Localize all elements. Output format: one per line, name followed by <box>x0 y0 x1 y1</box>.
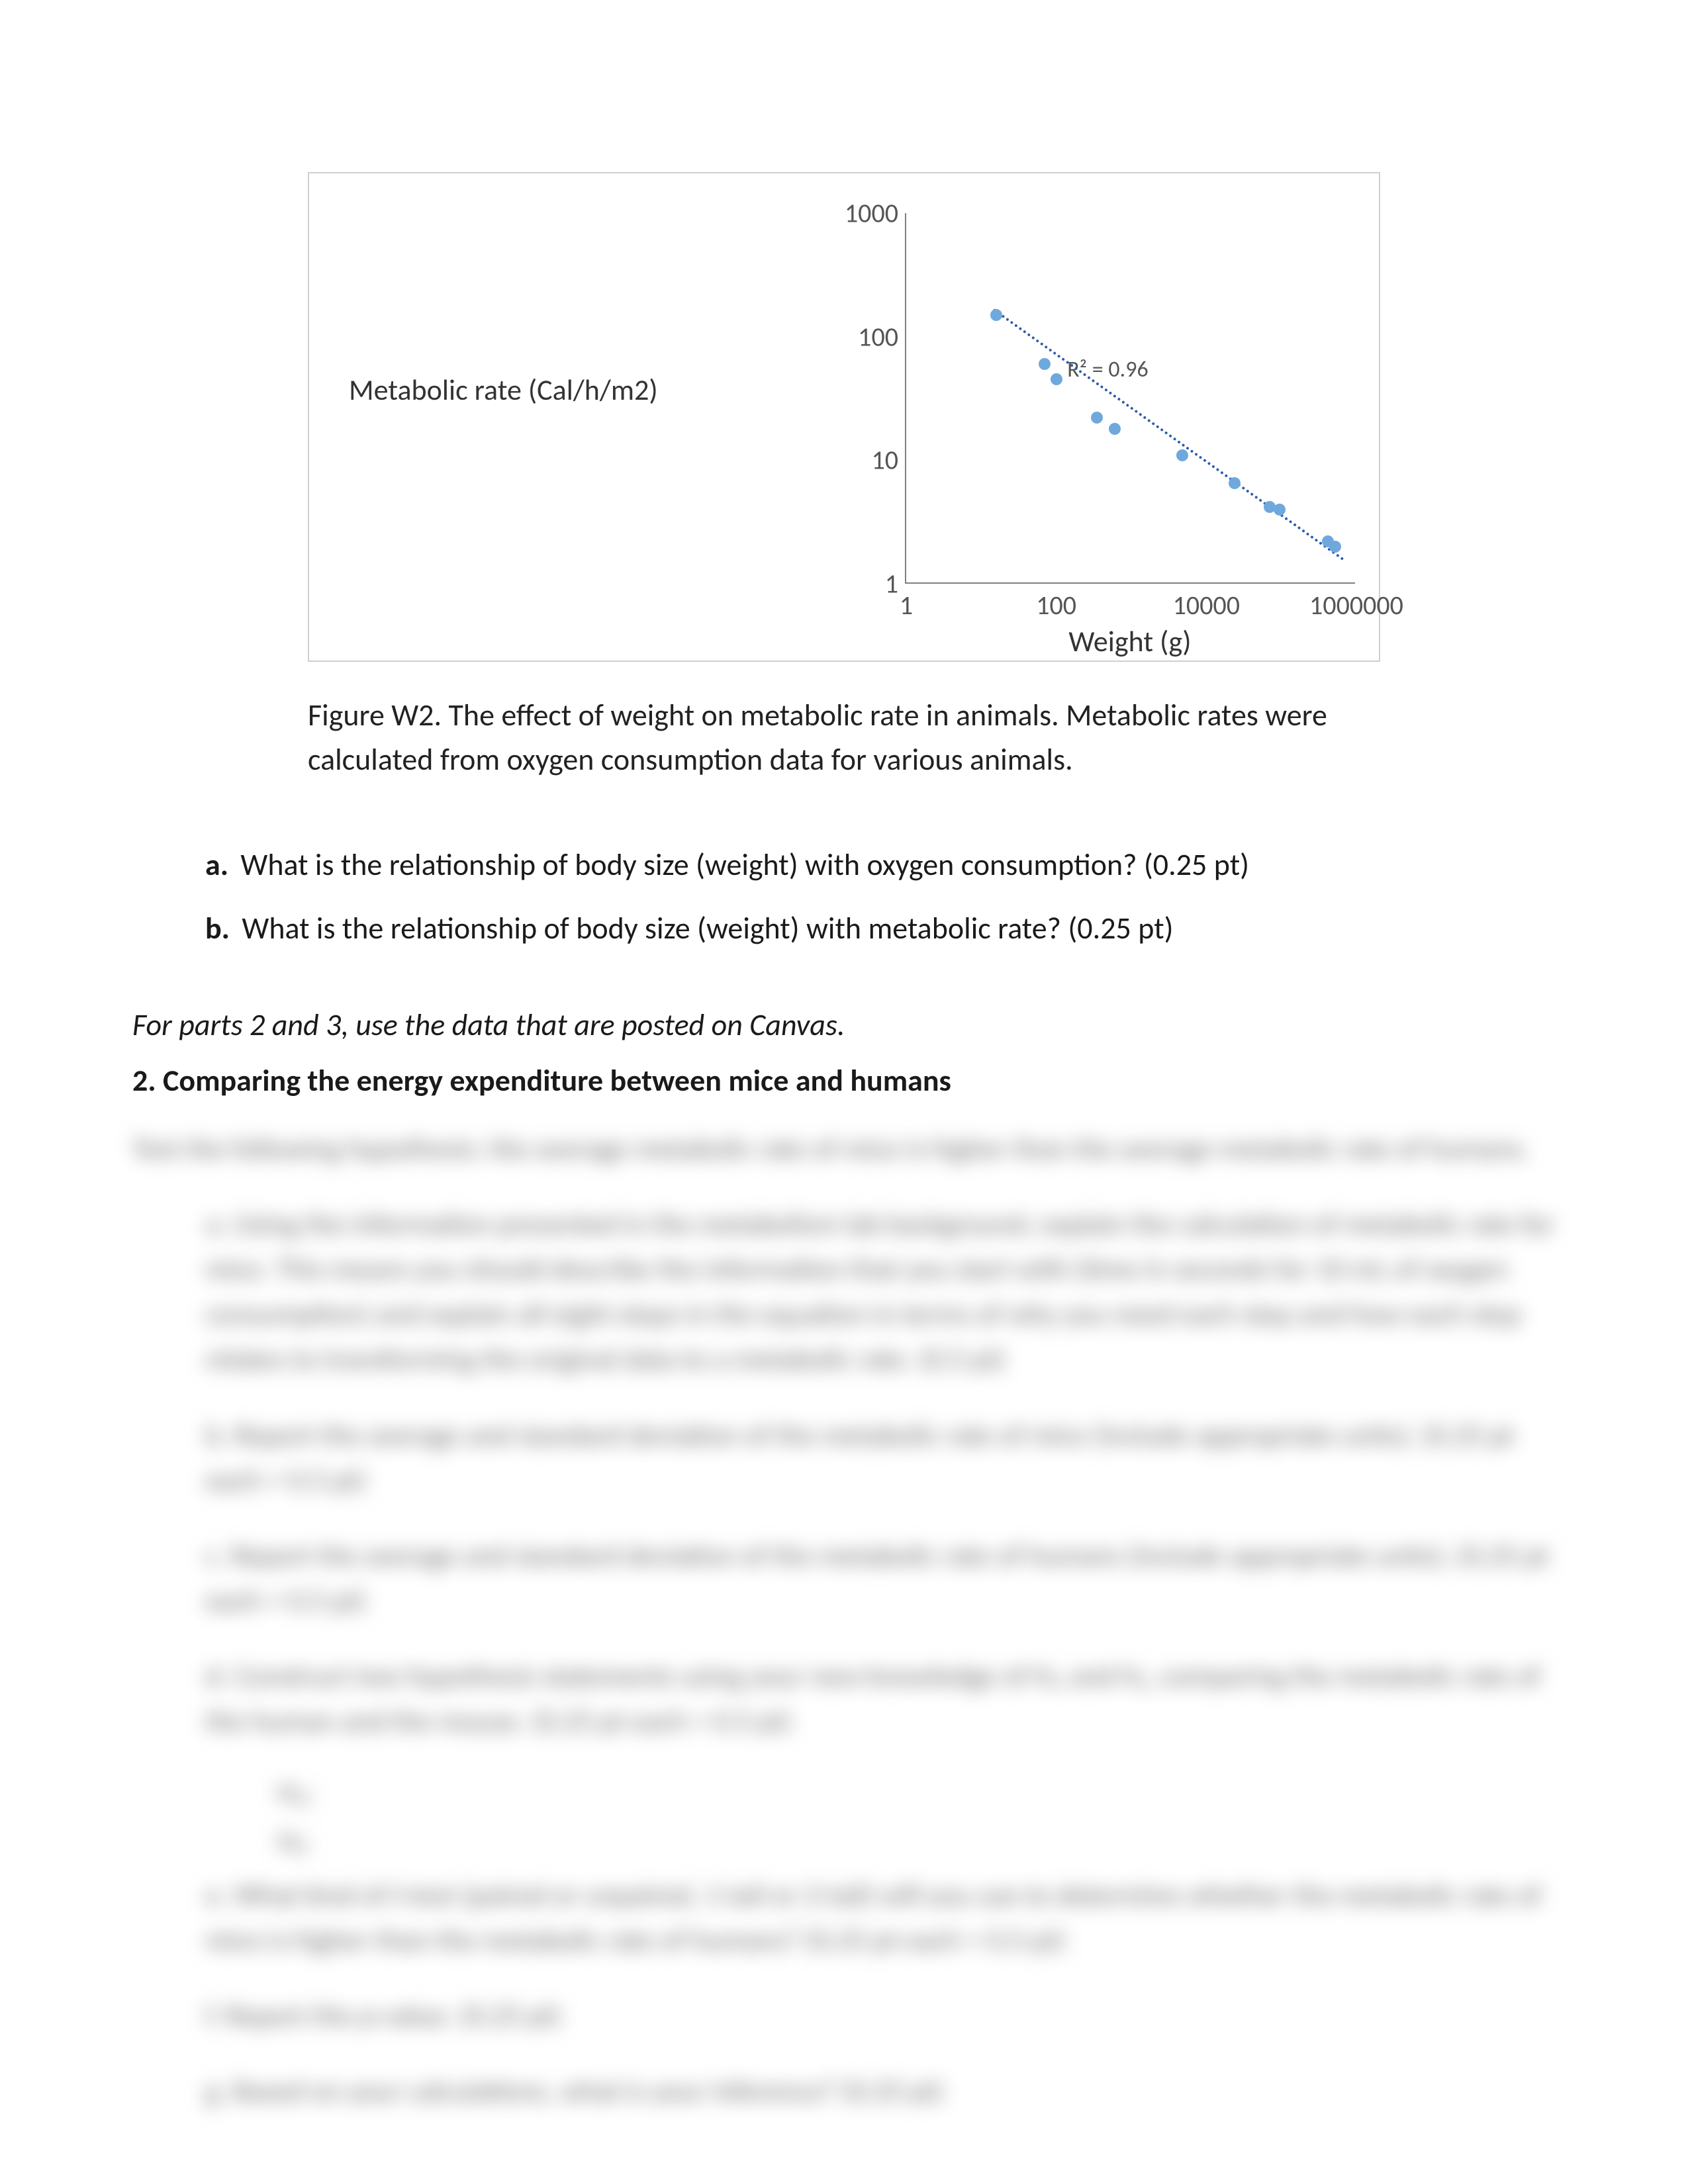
data-point <box>990 309 1002 321</box>
blur-h0: H₀: <box>278 1774 1556 1810</box>
question-a-label: a. <box>205 846 228 884</box>
y-tick: 10 <box>871 444 906 477</box>
data-point <box>1039 358 1051 370</box>
blur-h1: H₁: <box>278 1823 1556 1859</box>
question-b-text: What is the relationship of body size (w… <box>242 910 1173 947</box>
data-point <box>1051 373 1062 385</box>
chart-container: Metabolic rate (Cal/h/m2) R² = 0.96 1101… <box>308 172 1380 662</box>
question-b: b. What is the relationship of body size… <box>205 905 1556 954</box>
blur-part-c: c. Report the average and standard devia… <box>205 1533 1556 1623</box>
section-2-title: 2. Comparing the energy expenditure betw… <box>132 1062 1556 1099</box>
data-point <box>1274 504 1286 516</box>
data-point <box>1329 541 1341 553</box>
x-tick: 10000 <box>1173 582 1240 621</box>
data-point <box>1091 412 1103 424</box>
canvas-note: For parts 2 and 3, use the data that are… <box>132 1007 1556 1044</box>
data-point <box>1176 449 1188 461</box>
figure-caption: Figure W2. The effect of weight on metab… <box>308 694 1380 782</box>
x-tick: 100 <box>1036 582 1076 621</box>
scatter-plot: R² = 0.96 11010010001100100001000000 <box>905 213 1355 584</box>
data-point <box>1109 423 1121 435</box>
y-tick: 1000 <box>845 197 906 230</box>
x-axis-title: Weight (g) <box>905 623 1355 659</box>
blur-part-f: f. Report the p-value. (0.25 pt) <box>205 1993 1556 2038</box>
blur-hypothesis: Test the following hypothesis: the avera… <box>132 1126 1556 1171</box>
x-tick: 1 <box>900 582 913 621</box>
x-tick: 1000000 <box>1309 582 1403 621</box>
blurred-content: Test the following hypothesis: the avera… <box>132 1126 1556 2114</box>
blur-part-a: a. Using the information presented in th… <box>205 1201 1556 1382</box>
question-b-label: b. <box>205 910 230 947</box>
question-a-text: What is the relationship of body size (w… <box>240 846 1249 884</box>
blur-part-d: d. Construct two hypothesis statements u… <box>205 1653 1556 1743</box>
y-axis-title: Metabolic rate (Cal/h/m2) <box>349 372 658 408</box>
trendline <box>993 308 1344 561</box>
blur-part-e: e. What kind of t-test (paired or unpair… <box>205 1872 1556 1962</box>
question-a: a. What is the relationship of body size… <box>205 841 1556 890</box>
data-point <box>1229 477 1241 489</box>
page: Metabolic rate (Cal/h/m2) R² = 0.96 1101… <box>0 0 1688 2184</box>
blur-part-b: b. Report the average and standard devia… <box>205 1412 1556 1502</box>
y-tick: 100 <box>858 320 906 353</box>
blur-part-g: g. Based on your calculations, what is y… <box>205 2068 1556 2113</box>
